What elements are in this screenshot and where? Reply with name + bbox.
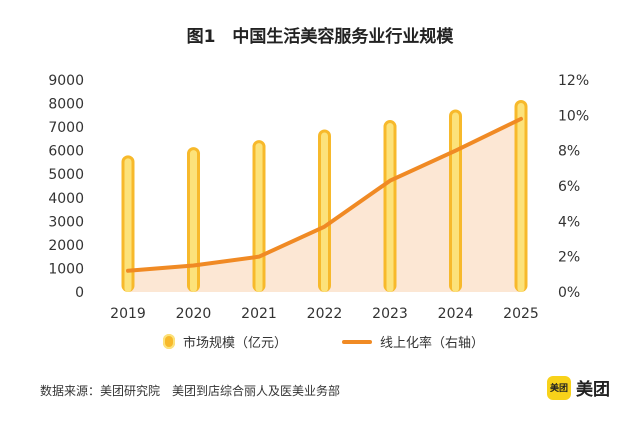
x-tick-2020: 2020 <box>176 306 212 322</box>
y-left-tick-8000: 8000 <box>48 97 84 113</box>
bar-highlight-2021 <box>255 143 263 292</box>
legend: 市场规模（亿元） 线上化率（右轴） <box>0 332 640 356</box>
y-left-tick-4000: 4000 <box>48 191 84 207</box>
x-tick-2019: 2019 <box>110 306 146 322</box>
bar-highlight-2022 <box>321 132 328 292</box>
area-layer <box>128 118 521 292</box>
x-tick-2021: 2021 <box>241 306 277 322</box>
y-left-tick-7000: 7000 <box>48 120 84 136</box>
axis-x: 2019 2020 2021 2022 2023 2024 2025 <box>110 306 539 322</box>
axis-right: 0% 2% 4% 6% 8% 10% 12% <box>558 73 589 301</box>
brand: 美团 美团 <box>547 375 610 400</box>
x-tick-2022: 2022 <box>307 306 343 322</box>
source-note: 数据来源：美团研究院 美团到店综合丽人及医美业务部 <box>40 384 341 398</box>
y-left-tick-2000: 2000 <box>48 238 84 254</box>
line-layer <box>126 116 523 273</box>
y-left-tick-6000: 6000 <box>48 144 84 160</box>
legend-bar-swatch <box>163 334 175 349</box>
y-left-tick-0: 0 <box>75 285 84 301</box>
brand-logo-icon: 美团 <box>547 375 571 400</box>
legend-item-line: 线上化率（右轴） <box>342 332 484 351</box>
legend-item-bar: 市场规模（亿元） <box>163 332 287 351</box>
x-tick-2024: 2024 <box>438 306 474 322</box>
y-right-tick-8%: 8% <box>558 144 580 160</box>
bar-highlight-2019 <box>124 158 132 292</box>
bar-highlight-2025 <box>517 103 525 293</box>
bar-highlight-2024 <box>452 112 459 292</box>
axis-left: 0 1000 2000 3000 4000 5000 6000 7000 8000 9000 <box>48 73 84 301</box>
online-rate-area <box>128 118 521 292</box>
y-left-tick-3000: 3000 <box>48 214 84 230</box>
y-left-tick-5000: 5000 <box>48 167 84 183</box>
x-tick-2023: 2023 <box>372 306 408 322</box>
y-right-tick-6%: 6% <box>558 179 580 195</box>
legend-label-bar: 市场规模（亿元） <box>183 336 288 351</box>
y-right-tick-0%: 0% <box>558 285 580 301</box>
y-left-tick-9000: 9000 <box>48 73 84 89</box>
legend-label-line: 线上化率（右轴） <box>380 336 485 351</box>
y-right-tick-2%: 2% <box>558 250 580 266</box>
bar-highlight-2020 <box>190 150 197 292</box>
brand-name: 美团 <box>576 380 610 400</box>
y-right-tick-12%: 12% <box>558 73 589 89</box>
bar-highlight-2023 <box>386 123 394 293</box>
chart-title: 图1 中国生活美容服务业行业规模 <box>186 27 454 47</box>
y-right-tick-4%: 4% <box>558 214 580 230</box>
x-tick-2025: 2025 <box>503 306 539 322</box>
y-right-tick-10%: 10% <box>558 108 589 124</box>
y-left-tick-1000: 1000 <box>48 261 84 277</box>
legend-line-swatch <box>342 339 372 344</box>
